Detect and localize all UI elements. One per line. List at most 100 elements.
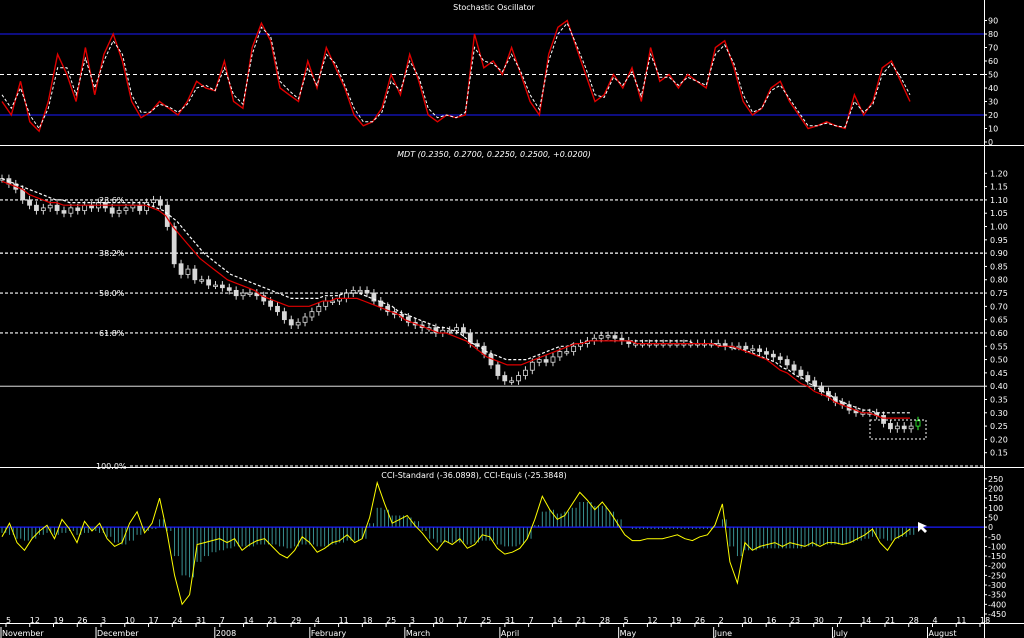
date-tick-label: 21 (576, 616, 586, 625)
candle-body (378, 300, 384, 307)
fib-level-label: 23.6% (99, 196, 125, 205)
date-tick-label: 2 (719, 616, 724, 625)
month-label: February (311, 629, 347, 638)
price-tick-label: 0.65 (990, 316, 1008, 325)
candle-body (433, 327, 439, 334)
candle-body (82, 204, 88, 211)
stochastic-reference-lines (0, 33, 984, 116)
date-tick-label: 5 (624, 616, 629, 625)
candle-body (736, 345, 742, 349)
candle-body (316, 305, 322, 313)
candle-body (226, 287, 232, 291)
date-tick-label: 14 (244, 616, 254, 625)
candle-body (281, 311, 287, 321)
candle-body (330, 300, 335, 303)
date-tick-label: 28 (909, 616, 919, 625)
candle-body (185, 268, 191, 275)
date-tick-label: 24 (172, 616, 182, 625)
date-tick-label: 11 (339, 616, 349, 625)
date-tick-label: 23 (790, 616, 800, 625)
date-tick-label: 3 (410, 616, 415, 625)
candle-body (233, 289, 239, 297)
month-label: April (501, 629, 519, 638)
candle-body (770, 353, 776, 358)
date-tick-label: 18 (362, 616, 372, 625)
candle-body (461, 327, 466, 334)
candle-body (798, 369, 804, 376)
candle-body (557, 351, 563, 358)
candle-body (495, 364, 501, 376)
candle-body (612, 335, 618, 339)
price-tick-label: 0.60 (990, 329, 1008, 338)
stochastic-series (1, 19, 911, 133)
price-tick-label: 0.40 (990, 382, 1008, 391)
date-tick-label: 19 (671, 616, 681, 625)
date-tick-label: 31 (505, 616, 515, 625)
price-tick-label: 0.90 (990, 249, 1008, 258)
cci-tick-label: 50 (988, 513, 998, 522)
cci-tick-label: -400 (988, 600, 1006, 609)
candle-body (240, 292, 246, 297)
month-label: November (2, 629, 44, 638)
date-tick-label: 17 (149, 616, 159, 625)
date-tick-label: 26 (77, 616, 87, 625)
fib-level-label: 61.8% (99, 329, 125, 338)
price-tick-label: 0.15 (990, 449, 1008, 458)
date-tick-label: 21 (267, 616, 277, 625)
candle-body (47, 204, 53, 209)
cci-tick-label: 100 (988, 504, 1003, 513)
date-tick-label: 30 (814, 616, 824, 625)
candle-body (151, 199, 156, 203)
stochastic-tick-label: 0 (988, 138, 993, 147)
stochastic-tick-label: 20 (988, 111, 998, 120)
candle-body (502, 375, 508, 382)
candle-body (881, 415, 886, 424)
date-tick-label: 18 (980, 616, 990, 625)
candle-body (888, 423, 893, 430)
candle-body (364, 289, 370, 294)
date-tick-label: 12 (30, 616, 40, 625)
price-tick-label: 1.10 (990, 196, 1008, 205)
candle-body (171, 226, 177, 265)
date-tick-label: 5 (6, 616, 11, 625)
candle-body (750, 348, 756, 351)
candle-body (543, 359, 549, 363)
price-tick-label: 0.95 (990, 236, 1008, 245)
price-tick-label: 1.20 (990, 169, 1008, 178)
candle-body (350, 289, 356, 294)
candle-body (199, 279, 205, 282)
month-label: August (928, 629, 956, 638)
month-label: May (620, 629, 637, 638)
date-tick-label: 21 (885, 616, 895, 625)
candle-body (288, 319, 294, 326)
stochastic-tick-label: 60 (988, 57, 998, 66)
date-tick-label: 25 (386, 616, 396, 625)
stochastic-y-axis: 0 10 20 30 40 50 60 70 80 90 (984, 17, 998, 147)
cci-tick-label: -350 (988, 591, 1006, 600)
candle-body (564, 351, 570, 354)
date-tick-label: 10 (742, 616, 752, 625)
price-y-axis: 0.15 0.20 0.25 0.30 0.35 0.40 0.45 0.50 0.55 0.60… (984, 169, 1008, 458)
candle-body (192, 268, 198, 281)
candle-body (109, 207, 115, 214)
price-tick-label: 0.30 (990, 409, 1008, 418)
selection-box[interactable] (869, 419, 927, 440)
candle-body (27, 199, 32, 206)
date-tick-label: 16 (766, 616, 776, 625)
price-tick-label: 0.70 (990, 302, 1008, 311)
cci-tick-label: -100 (988, 542, 1006, 551)
candle-body (605, 335, 611, 338)
date-tick-label: 10 (434, 616, 444, 625)
candle-body (178, 263, 184, 275)
candle-body (536, 359, 542, 363)
candle-body (116, 210, 122, 214)
price-tick-label: 0.45 (990, 369, 1008, 378)
candle-body (523, 369, 528, 376)
candle-body (371, 292, 377, 302)
date-tick-label: 4 (932, 616, 937, 625)
price-tick-label: 1.05 (990, 209, 1008, 218)
stochastic-tick-label: 70 (988, 44, 998, 53)
candle-body (550, 356, 556, 363)
cci-tick-label: 200 (988, 484, 1003, 493)
